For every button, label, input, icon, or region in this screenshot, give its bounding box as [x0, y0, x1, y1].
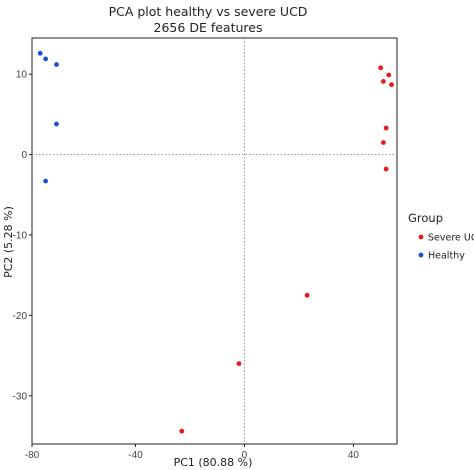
point-severe-ucd [378, 65, 384, 71]
point-healthy [54, 121, 59, 127]
point-severe-ucd [389, 82, 394, 88]
x-axis-title: PC1 (80.88 %) [174, 456, 253, 469]
point-healthy [43, 56, 49, 62]
y-tick-label: -30 [13, 391, 28, 402]
y-tick-label: -10 [13, 230, 28, 241]
point-severe-ucd [380, 79, 386, 84]
legend-marker-severe-ucd [418, 234, 424, 240]
point-severe-ucd [179, 428, 185, 434]
chart-subtitle: 2656 DE features [154, 20, 263, 35]
x-tick-label: -40 [128, 450, 143, 461]
point-healthy [54, 62, 59, 67]
point-severe-ucd [304, 292, 310, 298]
point-severe-ucd [380, 140, 386, 145]
data-points [37, 50, 394, 434]
y-tick-label: -20 [13, 311, 28, 322]
plot-panel [31, 37, 398, 445]
chart-title: PCA plot healthy vs severe UCD [109, 4, 308, 19]
legend-title: Group [408, 211, 443, 225]
point-severe-ucd [383, 166, 389, 172]
point-healthy [37, 50, 43, 56]
x-tick-label: 40 [348, 450, 360, 461]
legend-marker-healthy [418, 252, 424, 258]
y-tick-label: 0 [21, 150, 27, 161]
y-axis-title: PC2 (5.28 %) [2, 206, 15, 278]
point-healthy [43, 178, 49, 184]
legend-label-severe-ucd: Severe UCD [428, 232, 474, 243]
legend-items: Severe UCD Healthy [418, 232, 474, 261]
reference-lines [32, 38, 397, 444]
point-severe-ucd [236, 361, 242, 367]
y-tick-label: 10 [16, 70, 28, 81]
point-severe-ucd [383, 125, 389, 131]
legend-label-healthy: Healthy [428, 250, 465, 261]
legend: Group Severe UCD Healthy [408, 211, 474, 261]
x-axis-ticks: -80 -40 0 40 [25, 444, 360, 461]
x-tick-label: 0 [242, 450, 248, 461]
x-tick-label: -80 [25, 450, 40, 461]
y-axis-ticks: 10 0 -10 -20 -30 [13, 70, 32, 402]
point-severe-ucd [386, 72, 392, 78]
